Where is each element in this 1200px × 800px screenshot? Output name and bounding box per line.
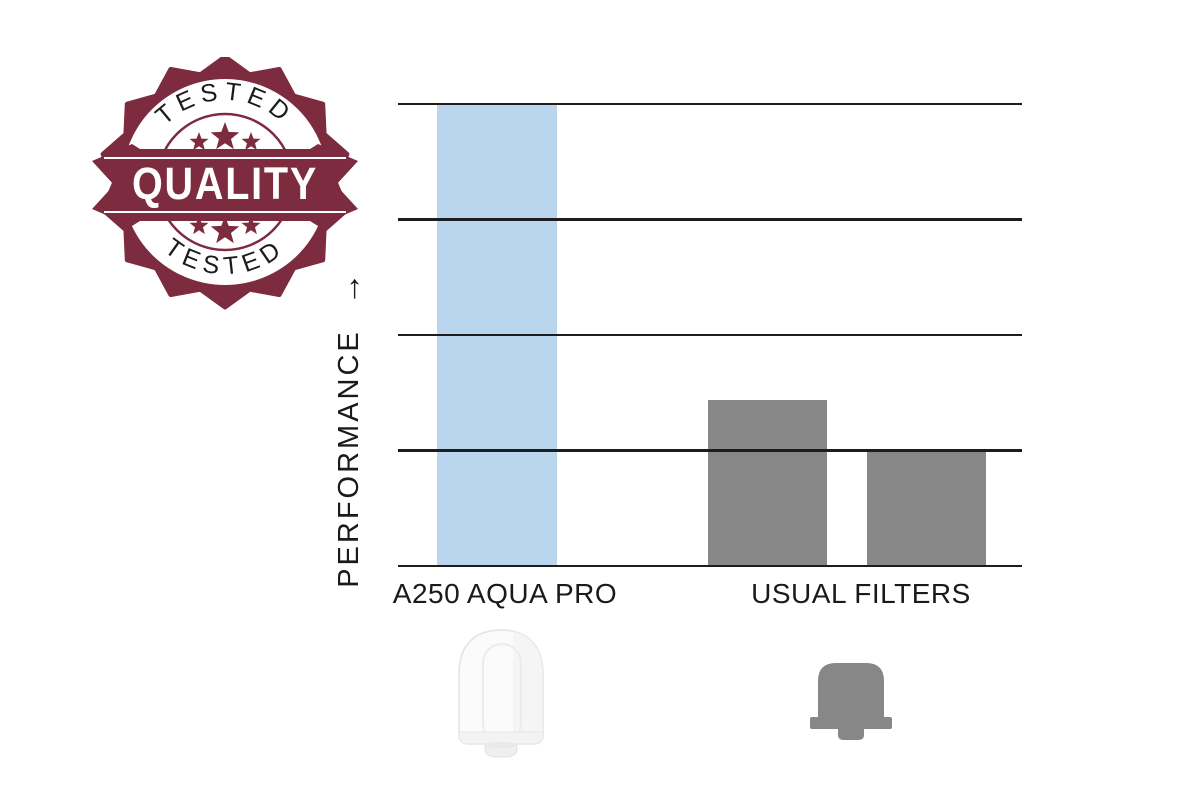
gridline: [398, 449, 1022, 452]
a250-filter-icon: [458, 629, 544, 758]
ribbon-left-tail: [92, 144, 140, 226]
badge-ribbon: QUALITY: [92, 144, 358, 226]
gridline: [398, 218, 1022, 221]
y-axis-label-text: PERFORMANCE: [332, 329, 365, 588]
x-label-a250-aqua-pro: A250 AQUA PRO: [392, 578, 618, 609]
badge-banner-text: QUALITY: [132, 158, 318, 209]
a250-shading: [513, 631, 543, 744]
bar-usual-filter-1: [708, 399, 827, 566]
usual-filter-icon: [810, 663, 892, 740]
gridline: [398, 333, 1022, 337]
up-arrow-icon: →: [330, 272, 367, 306]
baseline: [398, 564, 1022, 568]
ribbon-band: [134, 149, 316, 221]
ribbon-right-tail: [310, 144, 358, 226]
usual-filter-silhouette: [810, 663, 892, 740]
a250-base-rim: [458, 731, 544, 745]
x-label-usual-filters: USUAL FILTERS: [751, 578, 971, 609]
quality-tested-badge: TESTED TESTED QUALITY: [92, 57, 358, 310]
a250-nub-shadow: [485, 742, 517, 748]
gridline: [398, 102, 1022, 106]
y-axis-label: PERFORMANCE →: [324, 270, 374, 590]
bar-usual-filter-2: [867, 450, 986, 566]
